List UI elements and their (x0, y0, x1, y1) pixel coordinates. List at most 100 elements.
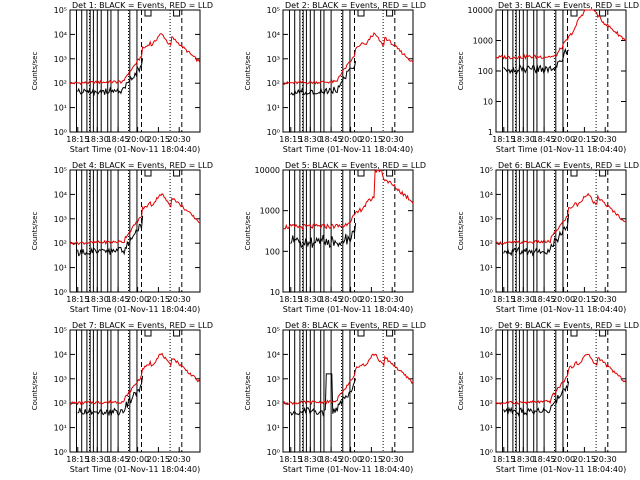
plot-frame (69, 329, 201, 453)
x-tick-label: 18:30 (512, 455, 535, 464)
y-axis-label: Counts/sec (244, 212, 252, 251)
series-events-line (77, 375, 144, 417)
x-tick-label: 18:15 (66, 455, 89, 464)
x-tick-label: 20:15 (360, 295, 383, 304)
x-axis-label: Start Time (01-Nov-11 18:04:40) (70, 465, 200, 474)
panel-title: Det 5: BLACK = Events, RED = LLD (285, 161, 426, 170)
x-tick-label: 20:15 (360, 135, 383, 144)
x-tick-label: 20:30 (381, 135, 404, 144)
x-tick-label: 18:15 (66, 135, 89, 144)
y-tick-label: 10¹ (480, 424, 493, 433)
y-tick-label: 10¹ (480, 264, 493, 273)
y-tick-label: 10³ (267, 55, 280, 64)
x-tick-label: 18:30 (299, 135, 322, 144)
x-tick-label: 18:15 (492, 455, 515, 464)
x-tick-label: 18:45 (107, 455, 130, 464)
y-tick-label: 10¹ (54, 424, 67, 433)
y-tick-label: 10³ (54, 55, 67, 64)
y-tick-label: 1000 (473, 37, 493, 46)
series-events-line (503, 47, 569, 75)
x-axis-label: Start Time (01-Nov-11 18:04:40) (283, 145, 413, 154)
x-tick-label: 20:15 (573, 455, 596, 464)
x-tick-label: 20:00 (126, 135, 149, 144)
marker-box (599, 169, 607, 177)
marker-box (357, 9, 365, 17)
y-axis-label: Counts/sec (457, 52, 465, 91)
y-tick-label: 10⁴ (54, 190, 67, 199)
x-tick-label: 20:00 (552, 135, 575, 144)
x-tick-label: 18:15 (66, 295, 89, 304)
panel-title: Det 9: BLACK = Events, RED = LLD (498, 321, 639, 330)
y-axis-label: Counts/sec (244, 372, 252, 411)
x-tick-label: 20:00 (339, 455, 362, 464)
y-tick-label: 10⁵ (54, 6, 67, 15)
x-tick-label: 18:45 (320, 455, 343, 464)
x-tick-label: 20:15 (147, 455, 170, 464)
plot-frame (282, 169, 414, 293)
y-tick-label: 10¹ (54, 264, 67, 273)
panel-title: Det 2: BLACK = Events, RED = LLD (285, 1, 426, 10)
plot-frame (495, 329, 627, 453)
y-tick-label: 1 (488, 128, 493, 137)
x-tick-label: 20:30 (168, 455, 191, 464)
y-tick-label: 10⁵ (267, 326, 280, 335)
x-tick-label: 20:00 (552, 295, 575, 304)
x-tick-label: 18:30 (299, 295, 322, 304)
x-tick-label: 18:45 (107, 295, 130, 304)
series-lld-line (282, 168, 414, 231)
x-tick-label: 18:45 (533, 455, 556, 464)
y-tick-label: 100 (478, 67, 493, 76)
series-events-line (290, 223, 357, 248)
x-tick-label: 18:15 (492, 135, 515, 144)
x-tick-label: 20:30 (168, 295, 191, 304)
panel-title: Det 8: BLACK = Events, RED = LLD (285, 321, 426, 330)
x-tick-label: 18:30 (86, 135, 109, 144)
plot-frame (282, 329, 414, 453)
panel-det-1: Det 1: BLACK = Events, RED = LLD 10⁰ 10¹ 10… (31, 1, 213, 154)
y-axis-label: Counts/sec (457, 372, 465, 411)
series-events-line (290, 60, 357, 96)
series-lld-line (69, 33, 201, 86)
panel-det-9: Det 9: BLACK = Events, RED = LLD 10⁰ 10¹ 10… (457, 321, 639, 474)
y-tick-label: 10² (267, 79, 280, 88)
panel-title: Det 4: BLACK = Events, RED = LLD (72, 161, 213, 170)
x-tick-label: 20:30 (168, 135, 191, 144)
x-axis-label: Start Time (01-Nov-11 18:04:40) (496, 305, 626, 314)
marker-box (570, 329, 578, 337)
panel-det-4: Det 4: BLACK = Events, RED = LLD 10⁰ 10¹ 10… (31, 161, 213, 314)
series-lld-line (282, 32, 414, 86)
series-lld-line (495, 192, 627, 245)
x-tick-label: 18:15 (279, 135, 302, 144)
y-tick-label: 10³ (54, 215, 67, 224)
series-events-line (77, 215, 144, 257)
x-tick-label: 18:30 (299, 455, 322, 464)
panel-det-6: Det 6: BLACK = Events, RED = LLD 10⁰ 10¹ 10… (457, 161, 639, 314)
x-tick-label: 18:30 (86, 295, 109, 304)
panel-det-3: Det 3: BLACK = Events, RED = LLD 1 10 100 10… (457, 1, 639, 154)
y-axis-label: Counts/sec (244, 52, 252, 91)
x-tick-label: 18:30 (512, 135, 535, 144)
x-tick-label: 20:30 (594, 135, 617, 144)
x-tick-label: 18:15 (279, 455, 302, 464)
panel-title: Det 1: BLACK = Events, RED = LLD (72, 1, 213, 10)
marker-box (357, 169, 365, 177)
y-tick-label: 10¹ (267, 424, 280, 433)
y-axis-label: Counts/sec (31, 372, 39, 411)
x-tick-label: 18:30 (86, 455, 109, 464)
y-tick-label: 100 (265, 247, 280, 256)
marker-box (599, 9, 607, 17)
y-tick-label: 10¹ (267, 104, 280, 113)
y-tick-label: 10⁴ (54, 350, 67, 359)
x-tick-label: 20:15 (573, 135, 596, 144)
x-axis-label: Start Time (01-Nov-11 18:04:40) (283, 465, 413, 474)
y-tick-label: 10³ (54, 375, 67, 384)
y-tick-label: 10⁵ (54, 326, 67, 335)
x-tick-label: 18:45 (320, 295, 343, 304)
plot-frame (69, 9, 201, 133)
x-tick-label: 20:00 (126, 295, 149, 304)
panel-title: Det 7: BLACK = Events, RED = LLD (72, 321, 213, 330)
y-tick-label: 10⁰ (54, 448, 67, 457)
series-events-line (503, 381, 570, 418)
y-tick-label: 10³ (480, 215, 493, 224)
x-tick-label: 18:30 (512, 295, 535, 304)
